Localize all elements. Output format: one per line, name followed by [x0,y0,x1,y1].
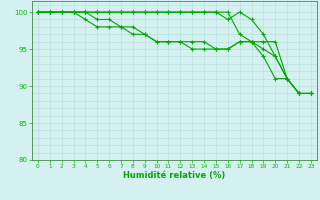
X-axis label: Humidité relative (%): Humidité relative (%) [123,171,226,180]
